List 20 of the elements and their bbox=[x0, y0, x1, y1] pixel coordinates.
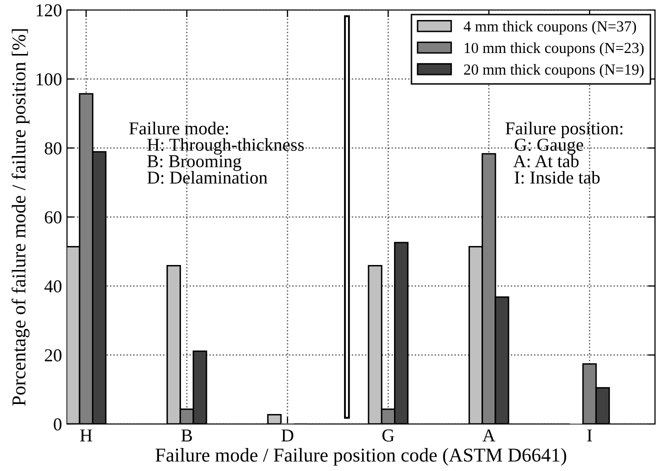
annotation: Failure position: G: Gauge A: At tab I: Inside tab bbox=[506, 122, 622, 184]
x-tick-label: D bbox=[282, 430, 294, 442]
x-tick-label: I bbox=[587, 430, 592, 442]
x-axis-title: Failure mode / Failure position code (ASTM D6641) bbox=[156, 448, 566, 466]
y-tick-label: 0 bbox=[54, 418, 62, 430]
x-tick-label: H bbox=[80, 430, 92, 442]
annotation: Failure mode: H: Through-thickness B: Brooming D: Delamination bbox=[129, 122, 304, 184]
y-tick-label: 20 bbox=[44, 349, 62, 362]
x-tick-label: G bbox=[382, 429, 394, 442]
y-axis-title: Porcentage of failure mode / failure position [%] bbox=[12, 29, 30, 406]
y-tick-label: 120 bbox=[36, 4, 62, 16]
x-tick-label: A bbox=[482, 429, 496, 442]
y-tick-label: 100 bbox=[36, 73, 62, 86]
legend-label: 10 mm thick coupons (N=23) bbox=[464, 42, 644, 56]
y-tick-label: 80 bbox=[44, 142, 62, 154]
y-tick-label: 60 bbox=[44, 211, 62, 224]
x-tick-label: B bbox=[181, 430, 192, 442]
legend-label: 20 mm thick coupons (N=19) bbox=[464, 64, 644, 78]
legend-label: 4 mm thick coupons (N=37) bbox=[464, 20, 636, 35]
y-tick-label: 40 bbox=[44, 280, 62, 292]
